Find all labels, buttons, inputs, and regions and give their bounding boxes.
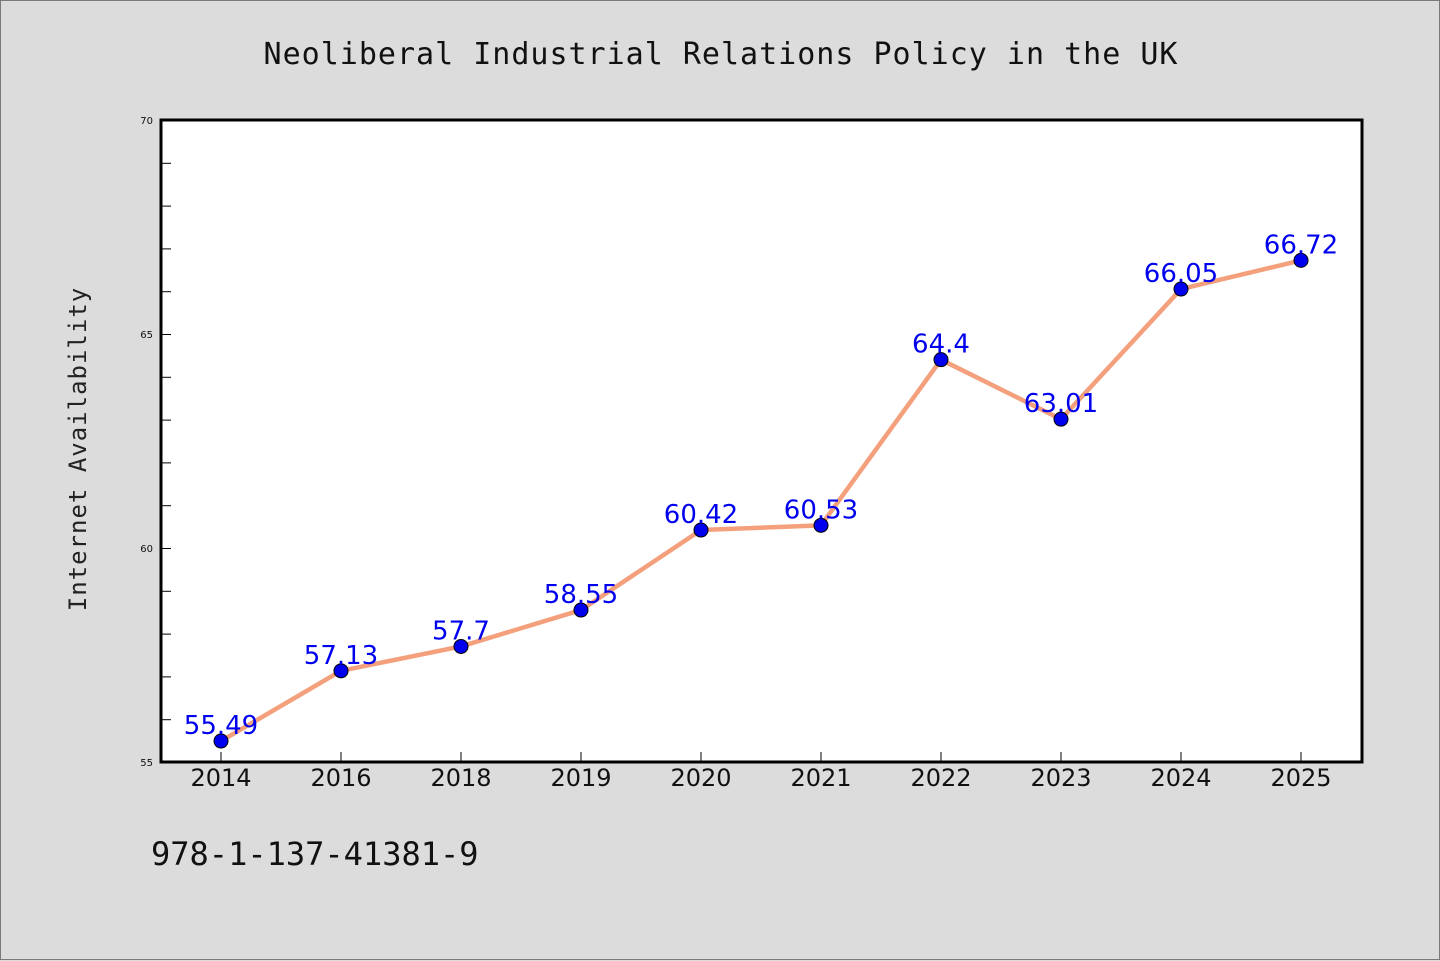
x-tick-label: 2024 bbox=[1150, 764, 1211, 792]
data-label: 66.05 bbox=[1144, 259, 1218, 289]
data-point bbox=[1053, 411, 1069, 427]
data-point bbox=[213, 733, 229, 749]
data-point bbox=[453, 638, 469, 654]
x-tick-label: 2025 bbox=[1270, 764, 1331, 792]
isbn-footer: 978-1-137-41381-9 bbox=[151, 835, 479, 873]
data-point bbox=[573, 602, 589, 618]
y-tick-label: 55 bbox=[140, 758, 153, 769]
x-tick-label: 2022 bbox=[910, 764, 971, 792]
data-label: 57.7 bbox=[432, 616, 490, 646]
data-label: 57.13 bbox=[304, 641, 378, 671]
series-layer: 55.49 57.13 57.7 58.55 60.42 60.53 64.4 63.01 66… bbox=[184, 230, 1338, 749]
data-point bbox=[333, 663, 349, 679]
data-label: 63.01 bbox=[1024, 389, 1098, 419]
data-point bbox=[813, 517, 829, 533]
data-label: 64.4 bbox=[912, 330, 970, 360]
data-label: 55.49 bbox=[184, 711, 258, 741]
x-tick-label: 2021 bbox=[790, 764, 851, 792]
data-point bbox=[1173, 281, 1189, 297]
x-tick-label: 2020 bbox=[670, 764, 731, 792]
data-label: 66.72 bbox=[1264, 230, 1338, 260]
data-point bbox=[693, 522, 709, 538]
x-tick-label: 2019 bbox=[550, 764, 611, 792]
y-tick-label: 65 bbox=[140, 330, 153, 341]
data-point bbox=[933, 352, 949, 368]
x-tick-label: 2016 bbox=[310, 764, 371, 792]
series-line bbox=[218, 258, 1304, 744]
chart-title: Neoliberal Industrial Relations Policy i… bbox=[264, 37, 1179, 72]
data-label: 60.53 bbox=[784, 495, 858, 525]
x-tick-label: 2018 bbox=[430, 764, 491, 792]
data-label: 58.55 bbox=[544, 580, 618, 610]
y-tick-label: 60 bbox=[140, 544, 153, 555]
y-tick-label: 70 bbox=[140, 116, 153, 127]
data-point bbox=[1293, 252, 1309, 268]
y-axis-label: Internet Availability bbox=[64, 287, 92, 611]
axis-ticks: 55 60 65 70 2014 2016 2018 2019 2020 2021 2022 2023… bbox=[140, 116, 1331, 792]
x-tick-label: 2014 bbox=[190, 764, 251, 792]
plot-area bbox=[159, 118, 1364, 764]
x-tick-label: 2023 bbox=[1030, 764, 1091, 792]
data-label: 60.42 bbox=[664, 500, 738, 530]
